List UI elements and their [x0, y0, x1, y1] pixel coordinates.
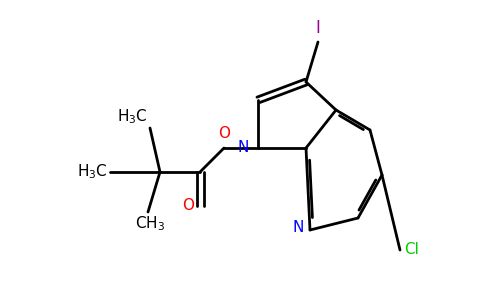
- Text: O: O: [218, 126, 230, 141]
- Text: CH$_3$: CH$_3$: [135, 214, 165, 233]
- Text: I: I: [316, 19, 320, 37]
- Text: N: N: [293, 220, 304, 236]
- Text: O: O: [182, 199, 194, 214]
- Text: H$_3$C: H$_3$C: [117, 107, 148, 126]
- Text: N: N: [238, 140, 249, 155]
- Text: Cl: Cl: [404, 242, 419, 257]
- Text: H$_3$C: H$_3$C: [77, 163, 108, 181]
